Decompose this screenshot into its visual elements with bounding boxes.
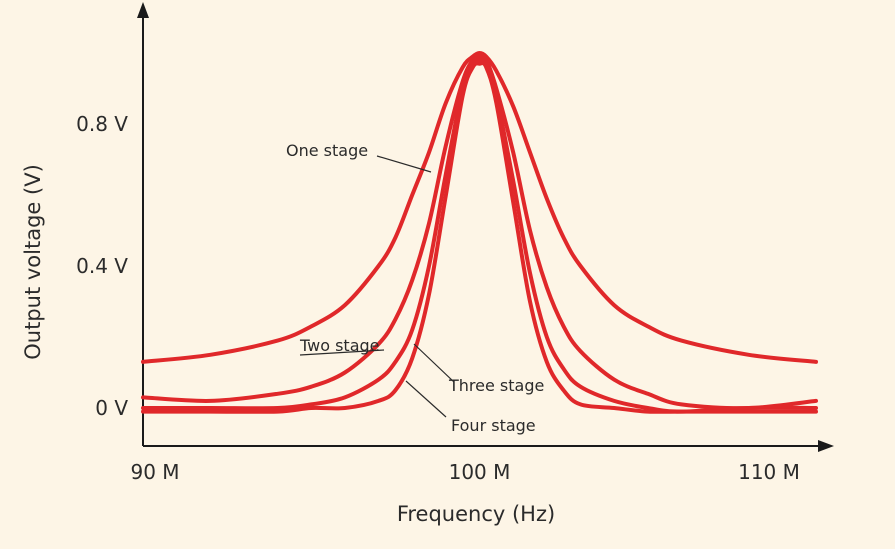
y-tick-label: 0.4 V bbox=[76, 254, 128, 278]
series-line-four-stage bbox=[141, 61, 818, 414]
y-axis-arrow-icon bbox=[137, 2, 149, 18]
series-line-two-stage bbox=[141, 54, 818, 411]
y-axis-title: Output voltage (V) bbox=[21, 164, 45, 360]
series-line-one-stage bbox=[141, 51, 818, 364]
y-tick-label: 0 V bbox=[95, 396, 128, 420]
x-tick-label: 110 M bbox=[738, 460, 800, 484]
x-axis-arrow-icon bbox=[818, 440, 834, 452]
x-tick-label: 100 M bbox=[449, 460, 511, 484]
axes bbox=[137, 2, 834, 452]
leader-two-stage bbox=[299, 349, 385, 356]
series-line-three-stage bbox=[141, 57, 818, 414]
leader-four-stage bbox=[405, 380, 447, 418]
x-axis-title: Frequency (Hz) bbox=[397, 502, 555, 526]
annotation-four-stage: Four stage bbox=[451, 416, 536, 435]
annotation-three-stage: Three stage bbox=[448, 376, 544, 395]
annotation-one-stage: One stage bbox=[286, 141, 368, 160]
y-tick-label: 0.8 V bbox=[76, 112, 128, 136]
annotations: One stage Two stage Three stage Four sta… bbox=[286, 141, 544, 435]
ticks: 90 M 100 M 110 M 0 V 0.4 V 0.8 V bbox=[76, 112, 800, 484]
x-tick-label: 90 M bbox=[130, 460, 179, 484]
series bbox=[141, 51, 818, 414]
leader-one-stage bbox=[376, 155, 432, 173]
annotation-two-stage: Two stage bbox=[299, 336, 380, 355]
leader-three-stage bbox=[413, 343, 455, 383]
